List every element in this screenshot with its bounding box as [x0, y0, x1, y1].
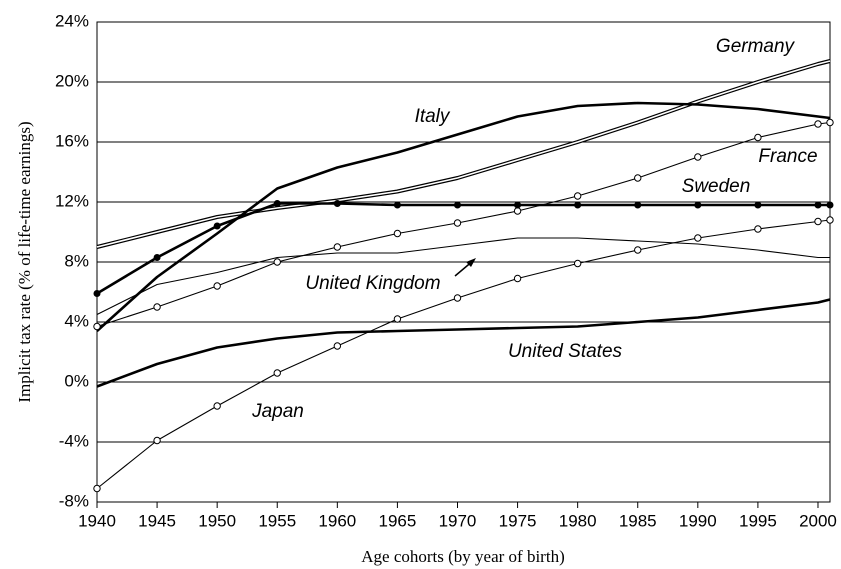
marker [694, 201, 702, 209]
marker [694, 234, 702, 242]
series-line [96, 121, 831, 328]
marker [273, 200, 281, 207]
series-label: Germany [716, 36, 796, 57]
x-tick-label: 1945 [138, 511, 176, 530]
marker [514, 201, 522, 209]
y-tick-label: 24% [55, 11, 89, 30]
marker [754, 133, 762, 142]
marker [826, 216, 834, 224]
marker [213, 282, 221, 290]
marker [153, 436, 161, 445]
marker [814, 120, 822, 128]
marker [333, 342, 342, 350]
marker [453, 219, 462, 227]
marker [573, 259, 582, 268]
x-tick-label: 1955 [258, 511, 296, 530]
marker [93, 322, 101, 331]
x-axis-label: Age cohorts (by year of birth) [361, 547, 564, 566]
marker [393, 315, 402, 323]
series-label: United Kingdom [305, 273, 440, 294]
y-tick-label: 20% [55, 71, 89, 90]
y-axis-label: Implicit tax rate (% of life-time earnin… [15, 121, 34, 402]
series-label: Sweden [682, 176, 751, 197]
marker [694, 153, 702, 161]
series-label: United States [508, 341, 623, 362]
marker [814, 201, 822, 209]
x-tick-label: 2000 [799, 511, 837, 530]
marker [573, 192, 582, 200]
marker [754, 201, 762, 209]
x-tick-label: 1985 [619, 511, 657, 530]
marker [826, 201, 834, 209]
y-tick-label: -8% [59, 491, 89, 510]
marker [393, 201, 401, 209]
x-tick-label: 1965 [378, 511, 416, 530]
marker [634, 246, 642, 254]
marker [513, 207, 522, 215]
y-tick-label: 12% [55, 191, 89, 210]
marker [273, 369, 281, 377]
marker [333, 200, 341, 207]
marker [453, 201, 461, 209]
marker [574, 201, 582, 209]
x-tick-label: 1970 [439, 511, 477, 530]
x-tick-label: 1950 [198, 511, 236, 530]
marker [453, 294, 462, 302]
marker [153, 303, 161, 311]
y-tick-label: 8% [64, 251, 89, 270]
series-line-inner [96, 60, 831, 248]
series-label: Japan [251, 401, 304, 422]
series-label: France [758, 146, 817, 167]
marker [513, 274, 522, 283]
series-line [96, 202, 830, 295]
marker [393, 229, 402, 238]
x-tick-label: 1980 [559, 511, 597, 530]
x-tick-label: 1990 [679, 511, 717, 530]
series-line [96, 237, 830, 315]
y-tick-label: -4% [59, 431, 89, 450]
marker [273, 258, 281, 266]
marker [814, 217, 822, 226]
series-line [96, 298, 831, 388]
x-tick-label: 1995 [739, 511, 777, 530]
series-line [96, 219, 831, 489]
marker [213, 402, 221, 410]
plot-frame [96, 21, 831, 503]
x-tick-label: 1940 [78, 511, 116, 530]
y-tick-label: 4% [64, 311, 89, 330]
y-tick-label: 16% [55, 131, 89, 150]
marker [153, 254, 161, 261]
marker [213, 222, 221, 230]
series-line [96, 101, 831, 332]
marker [333, 243, 342, 251]
marker [634, 201, 642, 209]
marker [634, 174, 642, 182]
marker [93, 290, 101, 297]
series-label: Italy [415, 106, 451, 127]
x-tick-label: 1960 [318, 511, 356, 530]
marker [754, 225, 762, 233]
marker [826, 118, 834, 127]
marker [93, 484, 101, 493]
y-tick-label: 0% [64, 371, 89, 390]
x-tick-label: 1975 [499, 511, 537, 530]
